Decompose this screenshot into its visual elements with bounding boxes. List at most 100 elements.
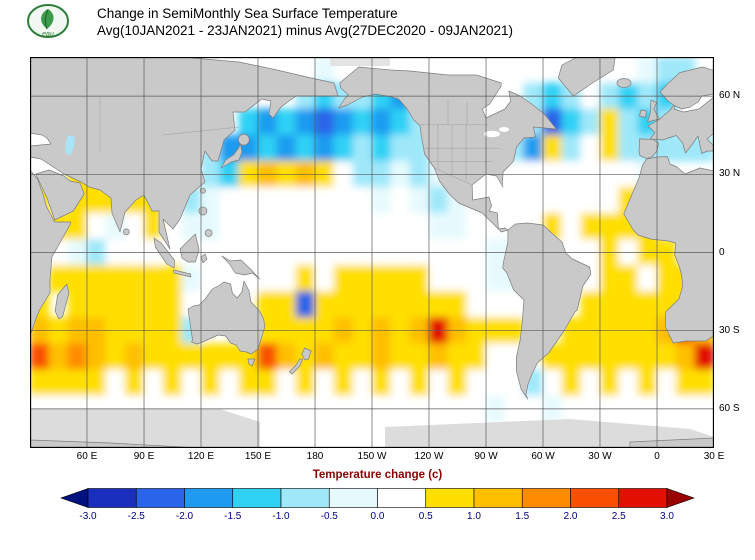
heatmap-cell (580, 108, 601, 136)
heatmap-cell (542, 369, 563, 397)
heatmap-cell (599, 134, 620, 162)
heatmap-cell (428, 265, 449, 292)
lon-axis-label: 180 (306, 451, 324, 462)
colorbar-tick-label: 3.0 (660, 511, 674, 522)
heatmap-cell (694, 369, 714, 397)
heatmap-cell (30, 369, 50, 397)
agency-logo: eau (27, 4, 69, 38)
heatmap-cell (618, 57, 639, 84)
heatmap-cell (162, 369, 183, 397)
lat-axis-label: 60 N (719, 90, 741, 102)
heatmap-cell (181, 213, 202, 240)
heatmap-cell (409, 186, 430, 214)
colorbar-tick-label: 1.5 (515, 511, 530, 522)
heatmap-cell (485, 343, 506, 371)
island-madagascar (54, 283, 70, 320)
heatmap-cell (238, 369, 259, 397)
heatmap-cell (105, 291, 126, 319)
colorbar-tick-label: -2.5 (127, 511, 145, 522)
heatmap-cell (276, 369, 297, 397)
heatmap-cell (238, 213, 259, 240)
heatmap-cell (485, 291, 506, 319)
colorbar-segment (521, 488, 571, 508)
heatmap-cell (257, 291, 278, 319)
heatmap-cell (352, 213, 373, 240)
logo-text: eau (42, 31, 54, 38)
landmass-africa-east (30, 169, 72, 335)
heatmap-cell (618, 108, 639, 136)
heatmap-cell (257, 369, 278, 397)
heatmap-cell (105, 343, 126, 371)
landmass-layer (30, 57, 714, 448)
colorbar-tick-label: 1.0 (467, 511, 481, 522)
colorbar-tick-label: -2.0 (175, 511, 194, 522)
heatmap-cell (390, 343, 411, 371)
heatmap-cell (675, 369, 696, 397)
island-mindanao (204, 229, 213, 237)
heatmap-cell (599, 265, 620, 292)
island-java (173, 269, 192, 278)
page-title: Change in SemiMonthly Sea Surface Temper… (97, 6, 398, 21)
island-new-guinea (221, 255, 260, 280)
heatmap-cell (447, 265, 468, 292)
heatmap-cell (295, 265, 316, 292)
heatmap-cell (390, 134, 411, 162)
heatmap-cell (219, 186, 240, 214)
lat-axis-label: 30 S (719, 324, 740, 336)
heatmap-cell (314, 57, 335, 84)
heatmap-cell (352, 343, 373, 371)
heatmap-cell (580, 369, 601, 397)
heatmap-cell (276, 291, 297, 319)
heatmap-cell (523, 186, 544, 214)
world-map (29, 56, 715, 449)
heatmap-cell (314, 291, 335, 319)
heatmap-cell (314, 186, 335, 214)
heatmap-cell (371, 108, 392, 136)
heatmap-cell (333, 134, 354, 162)
heatmap-cell (561, 369, 582, 397)
heatmap-cell (181, 265, 202, 292)
heatmap-cell (637, 343, 658, 371)
colorbar-segment (618, 488, 668, 508)
heatmap-cell (276, 134, 297, 162)
heatmap-cell (143, 213, 164, 240)
heatmap-cell (504, 291, 525, 319)
heatmap-cell (295, 213, 316, 240)
heatmap-cell (637, 291, 658, 319)
colorbar-segment (328, 488, 378, 508)
heatmap-cell (143, 265, 164, 292)
heatmap-cell (561, 186, 582, 214)
landmass-arabia (35, 169, 85, 221)
heatmap-cell (276, 186, 297, 214)
heatmap-cell (599, 291, 620, 319)
heatmap-cell (409, 291, 430, 319)
heatmap-cell (295, 134, 316, 162)
heatmap-cell (162, 343, 183, 371)
heatmap-cell (466, 265, 487, 292)
colorbar-segment (87, 488, 137, 508)
heatmap-cell (485, 369, 506, 397)
island-sumatra (153, 237, 175, 269)
colorbar-segment (425, 488, 475, 508)
heatmap-cell (409, 213, 430, 240)
world-map-svg (29, 56, 715, 449)
heatmap-cell (409, 343, 430, 371)
island-honshu (220, 143, 243, 169)
heatmap-cell (86, 213, 107, 240)
heatmap-cell (48, 343, 69, 371)
heatmap-cell (314, 108, 335, 136)
heatmap-cell (371, 213, 392, 240)
island-hokkaido (237, 133, 250, 146)
heatmap-cell (333, 186, 354, 214)
heatmap-cell (352, 291, 373, 319)
heatmap-cell (333, 265, 354, 292)
colorbar (60, 488, 695, 508)
lat-axis-label: 60 S (719, 402, 740, 414)
heatmap-cell (580, 343, 601, 371)
gridline-layer (30, 57, 714, 448)
lon-axis-label: 120 W (414, 451, 444, 462)
landmass-scandinavia (659, 66, 714, 110)
heatmap-cell (656, 369, 677, 397)
heatmap-cell (86, 186, 107, 214)
landmass-africa-west (623, 156, 714, 344)
